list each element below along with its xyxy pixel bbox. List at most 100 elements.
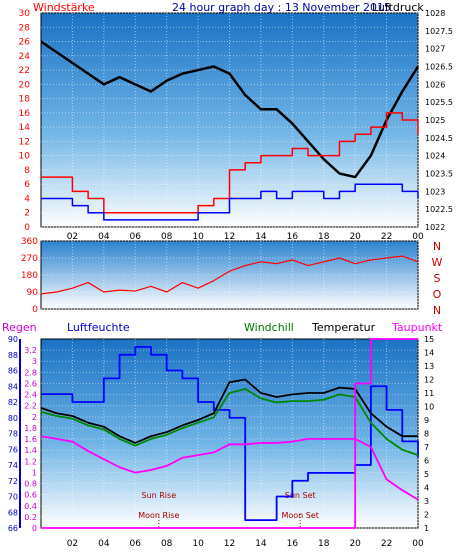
x-tick-label: 06	[130, 539, 142, 549]
humidity-line	[41, 345, 419, 522]
compass-letter: S	[434, 272, 441, 285]
rain-tick-label: 3.2	[24, 346, 37, 355]
x-tick-label: 04	[98, 539, 110, 549]
x-tick-label: 02	[67, 539, 78, 549]
compass-letter: N	[433, 240, 441, 253]
windchill-label: Windchill	[244, 321, 294, 334]
humidity-tick-label: 82	[8, 398, 18, 407]
pressure-line	[40, 40, 420, 179]
wind-direction-line	[40, 255, 419, 295]
direction-tick-label: 180	[21, 271, 38, 281]
x-tick-label: 06	[130, 232, 142, 242]
wind-tick-label: 26	[19, 38, 31, 48]
humidity-temperature-panel	[40, 338, 419, 529]
direction-tick-label: 0	[32, 305, 38, 315]
humidity-tick-label: 88	[8, 351, 18, 360]
temperature-tick-label: 8	[424, 430, 429, 439]
temperature-tick-label: 15	[424, 335, 434, 344]
temperature-tick-label: 7	[424, 443, 429, 452]
compass-letter: N	[433, 304, 441, 317]
x-tick-label: 14	[255, 232, 267, 242]
chart-title: 24 hour graph day : 13 November 2015	[172, 1, 391, 14]
wind-tick-label: 10	[19, 152, 31, 162]
wind-tick-label: 2	[24, 209, 30, 219]
pressure-tick-label: 1023	[425, 187, 445, 196]
wind-tick-label: 28	[19, 23, 31, 33]
annotation-label: Moon Set	[281, 511, 318, 520]
temperature-tick-label: 3	[424, 497, 429, 506]
temperature-tick-label: 4	[424, 484, 429, 493]
humidity-tick-label: 84	[8, 382, 18, 391]
wind-tick-label: 6	[24, 180, 30, 190]
x-tick-label: 12	[224, 539, 235, 549]
temperature-tick-label: 10	[424, 403, 434, 412]
wind-tick-label: 24	[19, 52, 31, 62]
humidity-tick-label: 74	[8, 461, 18, 470]
x-tick-label: 12	[224, 232, 235, 242]
rain-tick-label: 0.2	[24, 513, 37, 522]
annotation-label: Sun Set	[285, 491, 316, 500]
rain-tick-label: 2	[32, 413, 37, 422]
x-tick-label: 22	[381, 232, 392, 242]
temperature-tick-label: 11	[424, 389, 434, 398]
wind-speed-line	[41, 183, 419, 221]
temperature-tick-label: 12	[424, 376, 434, 385]
humidity-tick-label: 76	[8, 445, 18, 454]
pressure-tick-label: 1022.5	[425, 205, 453, 214]
wind-tick-label: 16	[19, 109, 31, 119]
temperature-tick-label: 6	[424, 457, 429, 466]
wind-tick-label: 8	[24, 166, 30, 176]
pressure-tick-label: 1023.5	[425, 170, 453, 179]
pressure-tick-label: 1025.5	[425, 98, 453, 107]
humidity-tick-label: 80	[8, 414, 18, 423]
wind-axis-label: Windstärke	[33, 1, 95, 14]
rain-tick-label: 0.4	[24, 502, 37, 511]
x-tick-label: 04	[98, 232, 110, 242]
wind-tick-label: 22	[19, 66, 30, 76]
humidity-tick-label: 70	[8, 493, 18, 502]
wind-tick-label: 0	[24, 223, 30, 233]
rain-tick-label: 0.6	[24, 491, 37, 500]
pressure-tick-label: 1024	[425, 152, 445, 161]
data-marks	[40, 40, 420, 529]
temperature-tick-label: 14	[424, 349, 434, 358]
pressure-axis-label: Luftdruck	[372, 1, 424, 14]
rain-tick-label: 2.8	[24, 368, 37, 377]
direction-tick-label: 360	[21, 237, 38, 247]
rain-tick-label: 1.6	[24, 435, 37, 444]
direction-tick-label: 90	[27, 288, 39, 298]
grid-lines	[41, 12, 419, 529]
x-tick-label: 14	[255, 539, 267, 549]
annotation-label: Sun Rise	[141, 491, 176, 500]
rain-tick-label: 0.8	[24, 480, 37, 489]
wind-tick-label: 20	[19, 80, 31, 90]
pressure-tick-label: 1025	[425, 116, 445, 125]
pressure-tick-label: 1026.5	[425, 63, 453, 72]
temperature-tick-label: 13	[424, 362, 434, 371]
humidity-tick-label: 68	[8, 508, 18, 517]
rain-tick-label: 2.6	[24, 379, 37, 388]
humidity-tick-label: 66	[8, 524, 18, 533]
humidity-tick-label: 78	[8, 430, 18, 439]
compass-letter: O	[433, 288, 442, 301]
pressure-tick-label: 1027.5	[425, 27, 453, 36]
x-tick-label: 08	[161, 232, 173, 242]
wind-tick-label: 12	[19, 137, 30, 147]
rain-label: Regen	[2, 321, 37, 334]
wind-tick-label: 14	[19, 123, 31, 133]
x-tick-label: 22	[381, 539, 392, 549]
axis-labels: 0202040406060808101012121414161618182020…	[8, 9, 453, 549]
wind-tick-label: 4	[24, 194, 30, 204]
temperature-tick-label: 5	[424, 470, 429, 479]
temperature-tick-label: 2	[424, 511, 429, 520]
rain-tick-label: 2.2	[24, 402, 37, 411]
x-tick-label: 20	[349, 539, 361, 549]
wind-tick-label: 30	[19, 9, 31, 19]
temperature-tick-label: 1	[424, 524, 429, 533]
humidity-tick-label: 72	[8, 477, 18, 486]
wind-tick-label: 18	[19, 95, 31, 105]
rain-tick-label: 2.4	[24, 391, 37, 400]
x-tick-label: 10	[192, 232, 204, 242]
x-tick-label: 16	[287, 232, 299, 242]
